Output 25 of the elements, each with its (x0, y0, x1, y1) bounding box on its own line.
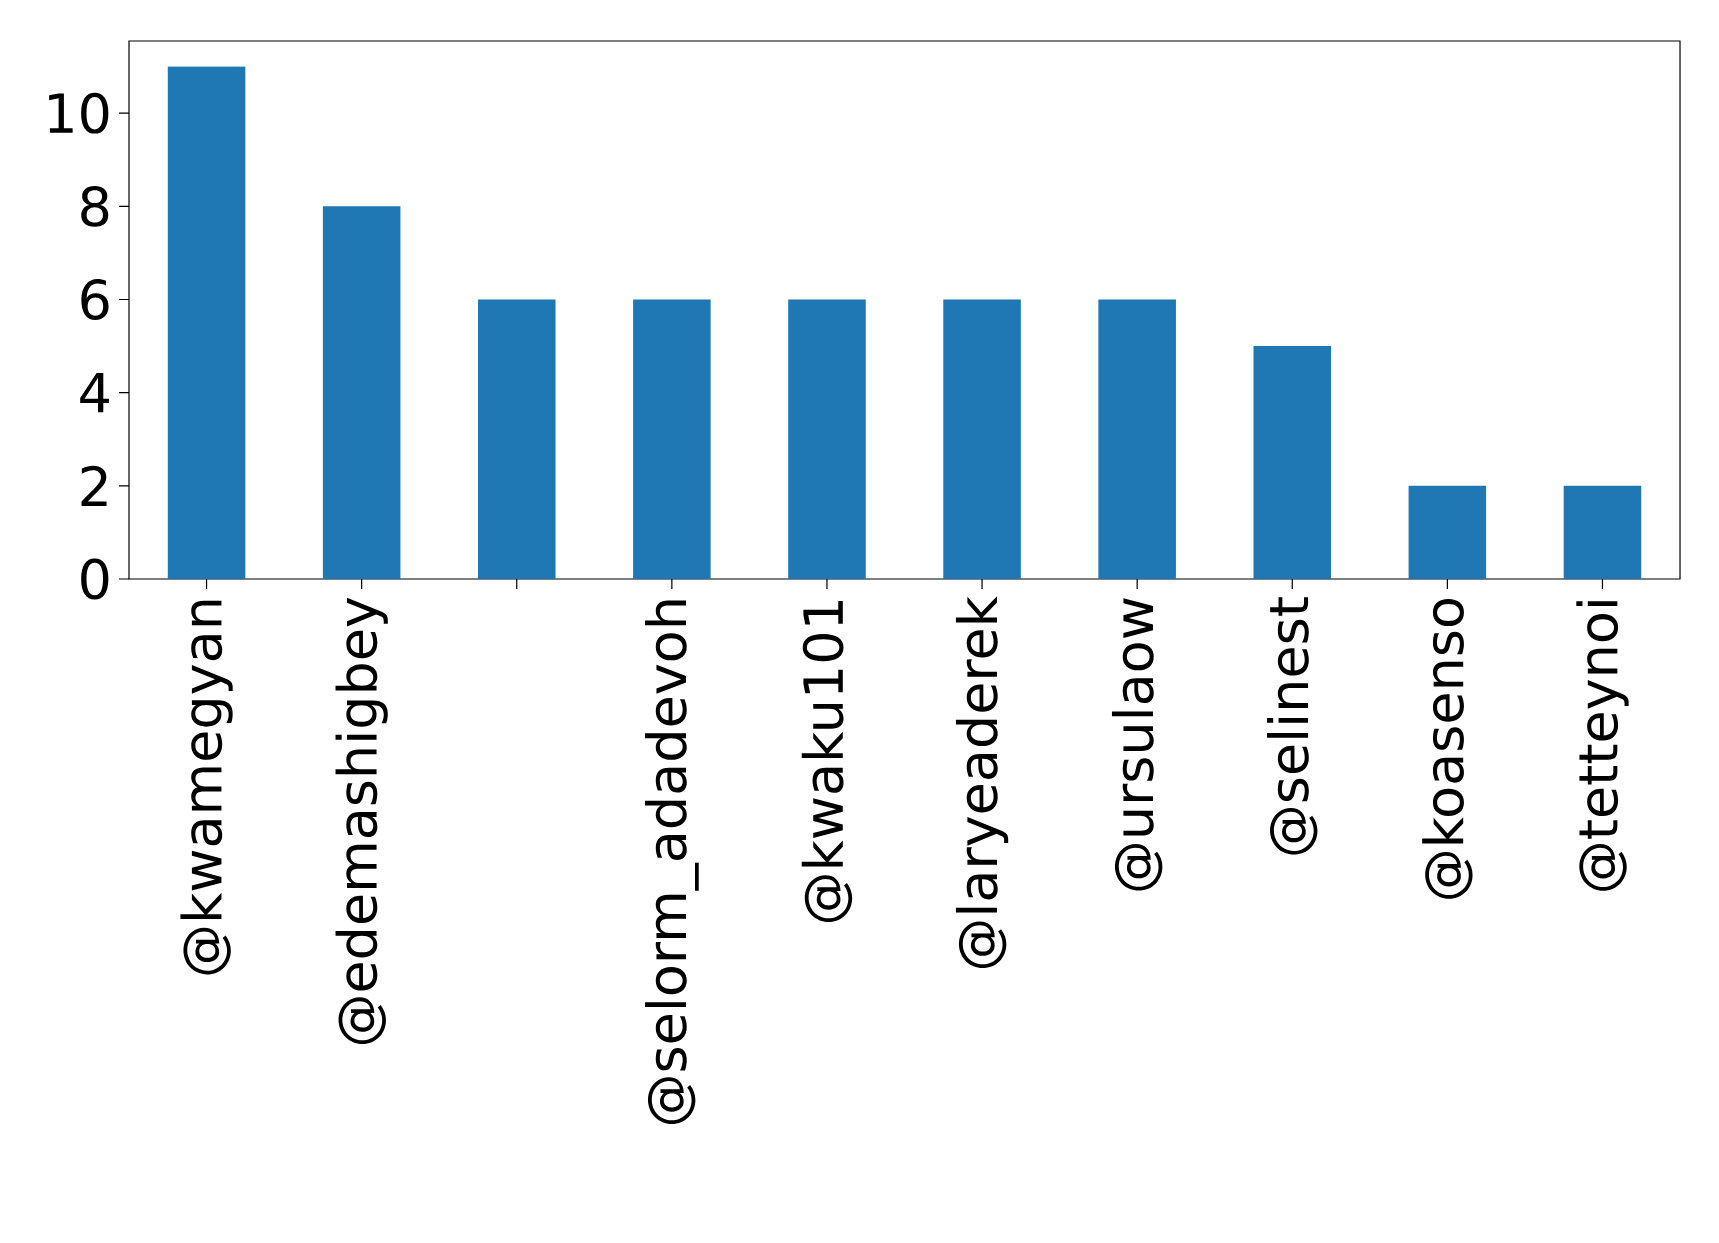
y-tick-label: 0 (81, 558, 109, 600)
bar (1408, 485, 1487, 580)
y-tick-label: 8 (81, 185, 109, 227)
x-tick-label: @tetteynoi (1576, 601, 1629, 891)
x-tick-label: @kwaku101 (801, 601, 853, 922)
bar (788, 299, 866, 580)
y-tick-label: 2 (81, 465, 107, 506)
bar (1098, 299, 1176, 580)
bar (633, 299, 711, 580)
x-tick-label: @selorm_adadevoh (644, 600, 699, 1124)
x-tick-label: @koasenso (1422, 598, 1473, 899)
x-tick-label: @ursulaow (1111, 598, 1163, 891)
bar (943, 299, 1021, 580)
x-tick-label: @edemashigbey (335, 597, 388, 1045)
bar (322, 206, 401, 580)
bar (1563, 485, 1642, 580)
y-tick-label: 10 (49, 92, 109, 134)
y-tick-label: 4 (80, 373, 109, 413)
x-tick-label: @kwamegyan (180, 600, 233, 975)
x-tick-label: @laryeaderek (955, 596, 1009, 969)
bar (1253, 346, 1332, 580)
y-tick-label: 6 (81, 279, 109, 320)
bar (477, 299, 556, 580)
bar (167, 66, 246, 580)
x-tick-label: @selinest (1267, 597, 1318, 855)
